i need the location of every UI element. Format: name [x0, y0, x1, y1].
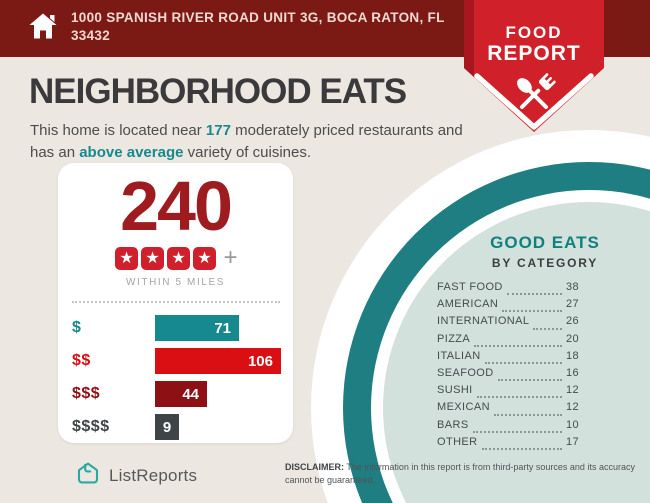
- bar-value: 71: [214, 319, 231, 337]
- category-value: 27: [565, 298, 579, 311]
- category-value: 10: [565, 418, 579, 431]
- category-name: FAST FOOD: [437, 281, 503, 293]
- badge-ribbon-fold: [464, 0, 474, 77]
- home-icon: [28, 12, 58, 45]
- bar-value: 9: [162, 418, 172, 436]
- star-icon: ★: [140, 246, 164, 270]
- category-value: 17: [565, 435, 579, 448]
- dotted-leader: [481, 447, 562, 450]
- bar-value: 44: [182, 385, 199, 403]
- dotted-leader: [472, 430, 562, 433]
- star-icon: ★: [114, 246, 138, 270]
- badge-ribbon-shape: [464, 0, 604, 132]
- disclaimer: DISCLAIMER: The information in this repo…: [285, 462, 635, 486]
- stats-card: 240 ★ ★ ★ ★ + WITHIN 5 MILES $71 $$ 106 $$$ 44 $$…: [58, 163, 293, 443]
- category-row: FAST FOOD 38: [437, 281, 579, 298]
- bar-label: $$: [72, 352, 91, 369]
- good-eats-title: GOOD EATS: [490, 233, 600, 252]
- bar-label: $$$$: [72, 418, 110, 435]
- category-row: ITALIAN 18: [437, 350, 579, 367]
- category-row: PIZZA 20: [437, 333, 579, 350]
- category-name: PIZZA: [437, 332, 471, 345]
- dotted-leader: [476, 395, 562, 399]
- category-row: BARS 10: [437, 419, 579, 436]
- dotted-leader: [502, 309, 562, 313]
- variety-highlight: above average: [79, 143, 184, 161]
- property-address: 1000 SPANISH RIVER ROAD UNIT 3G, BOCA RA…: [71, 10, 445, 44]
- bar-value: 106: [247, 352, 273, 370]
- disclaimer-label: DISCLAIMER:: [285, 462, 344, 472]
- dotted-leader: [474, 344, 562, 347]
- bar-row: $$$ 44: [72, 381, 293, 407]
- category-row: OTHER 17: [437, 436, 579, 453]
- category-value: 26: [565, 315, 579, 328]
- dotted-leader: [497, 378, 562, 382]
- good-eats-header: GOOD EATS BY CATEGORY: [430, 233, 650, 270]
- food-report-badge: FOOD REPORT: [464, 0, 604, 135]
- bar: 106: [155, 348, 281, 374]
- category-value: 20: [565, 332, 579, 345]
- category-name: MEXICAN: [437, 401, 490, 414]
- bar: 9: [155, 414, 179, 440]
- bar-label: $$$: [72, 385, 101, 402]
- dotted-leader: [484, 361, 562, 364]
- dotted-leader: [493, 413, 562, 416]
- within-miles-label: WITHIN 5 MILES: [125, 277, 226, 288]
- badge-chevron: [474, 73, 594, 130]
- category-name: OTHER: [437, 435, 478, 448]
- plus-icon: +: [223, 244, 238, 271]
- star-icon: ★: [166, 246, 190, 270]
- dotted-divider: [72, 301, 280, 303]
- brand-name: ListReports: [109, 465, 198, 485]
- category-value: 38: [565, 281, 579, 293]
- star-rating: ★ ★ ★ ★ +: [58, 246, 293, 270]
- category-name: ITALIAN: [437, 349, 481, 362]
- star-icon: ★: [192, 246, 216, 270]
- category-value: 12: [565, 401, 579, 414]
- listreports-logo-icon: [76, 461, 100, 490]
- badge-line2: REPORT: [487, 42, 581, 65]
- listreports-brand: ListReports: [76, 461, 197, 490]
- dotted-leader: [533, 327, 562, 330]
- category-row: SEAFOOD 16: [437, 367, 579, 384]
- category-value: 18: [565, 349, 579, 362]
- category-name: INTERNATIONAL: [437, 315, 530, 328]
- category-value: 12: [565, 384, 579, 397]
- category-value: 16: [565, 366, 579, 379]
- category-row: MEXICAN 12: [437, 401, 579, 418]
- bar-row: $71: [72, 315, 293, 341]
- utensils-icon: [517, 73, 556, 110]
- badge-line1: FOOD: [505, 23, 562, 42]
- bar-row: $$$$ 9: [72, 414, 293, 440]
- bar-label: $: [72, 319, 82, 336]
- good-eats-subtitle: BY CATEGORY: [491, 256, 599, 270]
- total-restaurants: 240: [120, 167, 233, 245]
- category-list: FAST FOOD 38 AMERICAN 27 INTERNATIONAL 26 PIZZ…: [437, 281, 579, 453]
- category-row: SUSHI 12: [437, 384, 579, 401]
- category-row: AMERICAN 27: [437, 298, 579, 315]
- bar: 44: [155, 381, 207, 407]
- category-name: AMERICAN: [437, 298, 499, 311]
- bar: 71: [155, 315, 239, 341]
- category-row: INTERNATIONAL 26: [437, 315, 579, 332]
- category-name: BARS: [437, 418, 469, 431]
- category-name: SEAFOOD: [437, 366, 494, 379]
- dotted-leader: [506, 292, 562, 296]
- restaurant-count: 177: [205, 122, 231, 139]
- bar-row: $$ 106: [72, 348, 293, 374]
- page-title: NEIGHBORHOOD EATS: [29, 72, 407, 111]
- intro-text: This home is located near 177 moderately…: [30, 122, 463, 161]
- price-tier-chart: $71 $$ 106 $$$ 44 $$$$ 9: [72, 315, 293, 440]
- category-name: SUSHI: [437, 384, 473, 397]
